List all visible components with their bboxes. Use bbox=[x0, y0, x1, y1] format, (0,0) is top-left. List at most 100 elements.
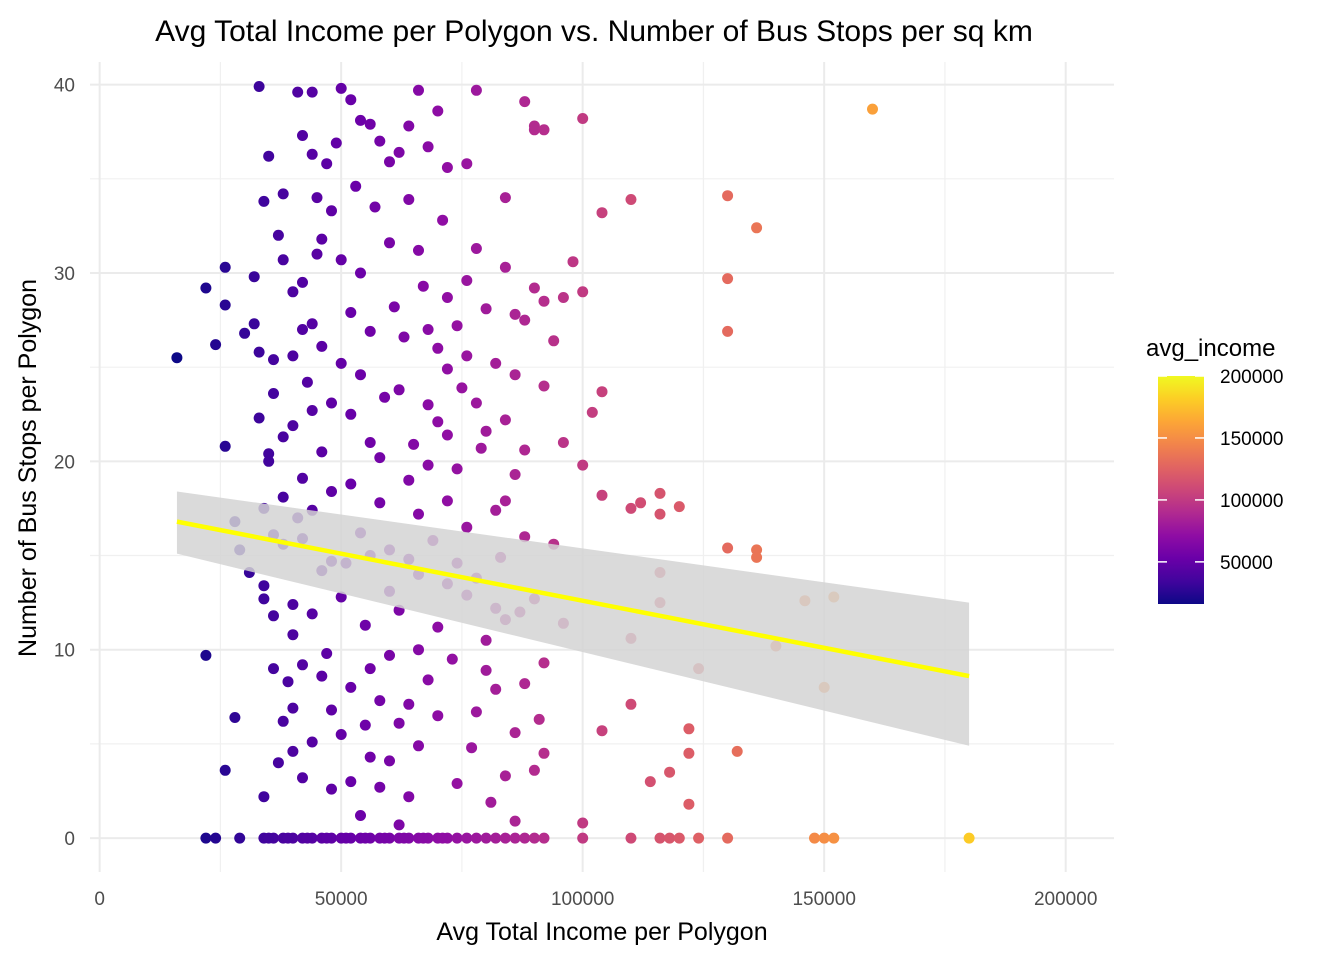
data-point bbox=[625, 698, 637, 710]
data-point bbox=[596, 207, 608, 219]
legend-ticks: 50000 100000 150000 200000 bbox=[1158, 367, 1283, 574]
data-point bbox=[538, 832, 550, 844]
data-point bbox=[253, 346, 265, 358]
data-point bbox=[437, 214, 449, 226]
data-point bbox=[451, 320, 463, 332]
data-point bbox=[200, 832, 212, 844]
data-point bbox=[577, 113, 589, 124]
data-point bbox=[219, 299, 231, 311]
data-point bbox=[499, 832, 511, 844]
data-point bbox=[461, 350, 473, 362]
data-point bbox=[533, 713, 545, 725]
data-point bbox=[451, 778, 463, 789]
data-point bbox=[297, 659, 308, 671]
data-point bbox=[413, 84, 424, 96]
data-point bbox=[330, 137, 342, 149]
data-point bbox=[519, 96, 531, 108]
data-point bbox=[301, 832, 313, 844]
data-point bbox=[200, 649, 212, 661]
data-point bbox=[287, 599, 299, 610]
data-point bbox=[490, 357, 502, 369]
data-point bbox=[413, 244, 424, 256]
data-point bbox=[751, 551, 763, 563]
data-point bbox=[219, 440, 231, 452]
data-point bbox=[287, 745, 299, 757]
data-point bbox=[355, 369, 366, 381]
data-point bbox=[248, 318, 260, 330]
data-point bbox=[664, 766, 676, 778]
data-point bbox=[828, 832, 840, 844]
data-point bbox=[432, 710, 444, 722]
data-point bbox=[480, 303, 492, 315]
data-point bbox=[287, 350, 299, 362]
data-point bbox=[490, 504, 502, 516]
data-point bbox=[509, 308, 521, 320]
data-point bbox=[258, 195, 270, 207]
data-point bbox=[297, 472, 308, 484]
data-point bbox=[277, 188, 289, 200]
data-point bbox=[393, 819, 405, 831]
data-point bbox=[519, 314, 531, 326]
data-point bbox=[519, 678, 531, 690]
data-point bbox=[263, 150, 275, 162]
data-point bbox=[461, 275, 473, 286]
legend-tick-label: 150000 bbox=[1220, 429, 1283, 450]
data-point bbox=[297, 130, 308, 141]
data-point bbox=[345, 94, 357, 106]
data-point bbox=[359, 719, 371, 731]
data-point bbox=[470, 832, 482, 844]
data-point bbox=[485, 796, 497, 808]
data-point bbox=[499, 414, 511, 426]
data-point bbox=[374, 452, 386, 464]
data-point bbox=[316, 446, 328, 458]
data-point bbox=[248, 271, 260, 283]
data-point bbox=[321, 648, 333, 659]
data-point bbox=[253, 81, 265, 92]
data-point bbox=[538, 747, 550, 759]
data-point bbox=[403, 698, 415, 710]
data-point bbox=[316, 233, 328, 245]
data-point bbox=[306, 318, 318, 330]
x-axis-title: Avg Total Income per Polygon bbox=[436, 918, 767, 946]
data-point bbox=[272, 229, 284, 241]
data-point bbox=[297, 276, 308, 288]
data-point bbox=[567, 256, 579, 268]
data-point bbox=[272, 757, 284, 769]
data-point bbox=[683, 747, 695, 759]
data-point bbox=[577, 459, 589, 471]
data-point bbox=[519, 832, 531, 844]
legend-tick-label: 100000 bbox=[1220, 491, 1283, 512]
data-point bbox=[403, 474, 415, 486]
data-point bbox=[345, 776, 357, 788]
data-point bbox=[326, 397, 337, 409]
data-point bbox=[867, 103, 878, 115]
data-point bbox=[413, 508, 424, 520]
data-point bbox=[432, 416, 444, 428]
data-point bbox=[557, 292, 569, 303]
data-point bbox=[499, 495, 511, 507]
data-point bbox=[292, 86, 304, 98]
data-point bbox=[263, 832, 275, 844]
data-point bbox=[359, 832, 371, 844]
data-point bbox=[384, 156, 395, 168]
data-point bbox=[470, 397, 482, 409]
data-point bbox=[393, 717, 405, 729]
data-point bbox=[437, 832, 449, 844]
data-point bbox=[359, 619, 371, 631]
data-point bbox=[210, 339, 222, 351]
data-point bbox=[432, 342, 444, 354]
data-point bbox=[306, 86, 318, 98]
data-point bbox=[171, 352, 183, 364]
data-point bbox=[432, 105, 444, 117]
data-point bbox=[683, 798, 695, 810]
data-point bbox=[432, 621, 444, 633]
data-point bbox=[538, 124, 550, 136]
data-point bbox=[596, 725, 608, 737]
y-tick-label: 40 bbox=[54, 76, 75, 97]
legend-colorbar bbox=[1158, 376, 1204, 604]
data-point bbox=[596, 386, 608, 398]
data-point bbox=[538, 295, 550, 307]
data-point bbox=[263, 455, 275, 467]
data-point bbox=[364, 437, 376, 448]
data-point bbox=[456, 382, 468, 394]
